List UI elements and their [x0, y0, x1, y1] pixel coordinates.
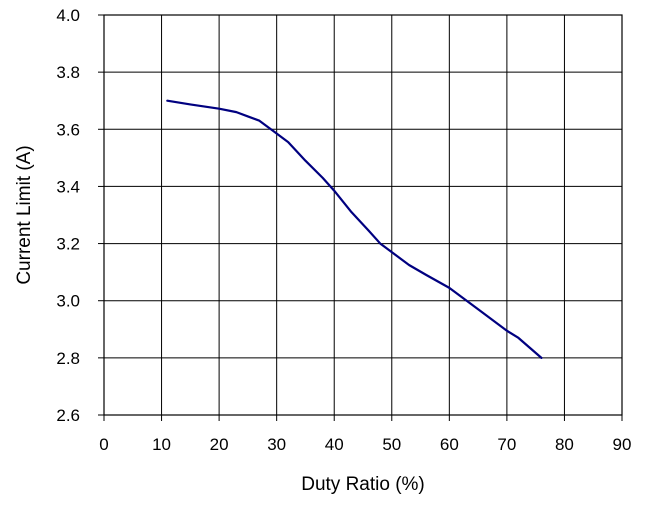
- x-tick-label-3: 30: [267, 435, 286, 454]
- x-tick-label-9: 90: [613, 435, 632, 454]
- y-tick-label-2: 3.0: [56, 292, 80, 311]
- x-tick-label-6: 60: [440, 435, 459, 454]
- x-axis-title: Duty Ratio (%): [301, 474, 425, 495]
- y-tick-label-0: 2.6: [56, 406, 80, 425]
- series-line-0: [166, 99, 543, 359]
- x-tick-label-0: 0: [99, 435, 108, 454]
- x-tick-label-5: 50: [382, 435, 401, 454]
- plot-border: [103, 14, 623, 416]
- x-tick-label-2: 20: [210, 435, 229, 454]
- grid: [104, 15, 622, 415]
- y-tick-label-3: 3.2: [56, 235, 80, 254]
- y-tick-label-5: 3.6: [56, 120, 80, 139]
- x-tick-label-4: 40: [325, 435, 344, 454]
- y-tick-label-4: 3.4: [56, 177, 80, 196]
- y-axis-title: Current Limit (A): [14, 145, 35, 284]
- plot-frame: [103, 14, 623, 416]
- y-tick-label-7: 4.0: [56, 6, 80, 25]
- y-tick-label-6: 3.8: [56, 63, 80, 82]
- series-layer: [166, 99, 543, 359]
- y-tick-label-1: 2.8: [56, 349, 80, 368]
- x-tick-label-1: 10: [152, 435, 171, 454]
- x-tick-label-7: 70: [497, 435, 516, 454]
- x-tick-label-8: 80: [555, 435, 574, 454]
- tick-labels: 0 10 20 30 40 50 60 70 80 90 2.6 2.8 3.0 3.2 3.4 3.6 3.8…: [56, 6, 631, 454]
